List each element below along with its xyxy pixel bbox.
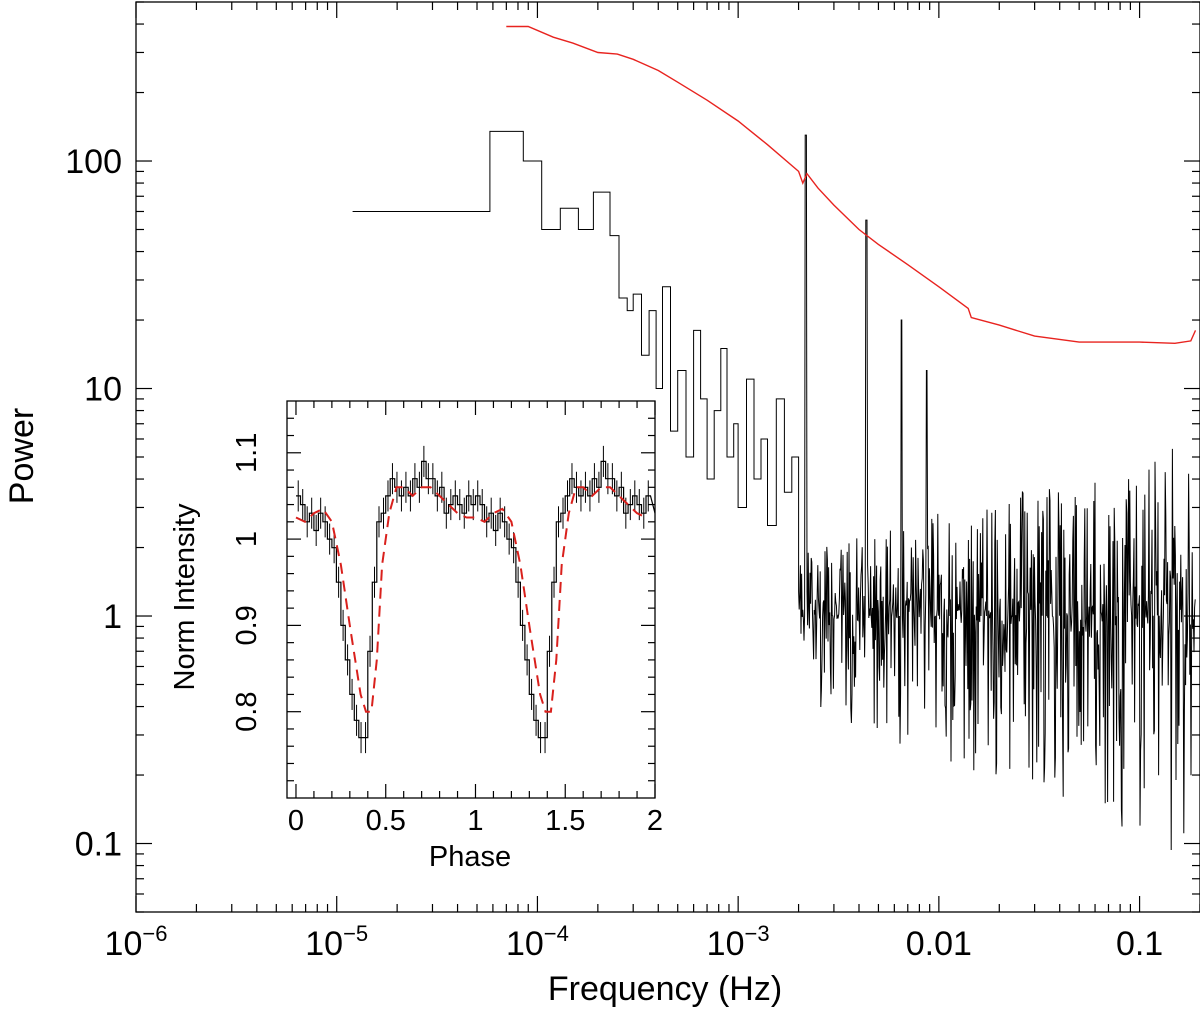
inset-x-tick-label: 1.5 (545, 805, 585, 837)
detection-threshold-line (506, 25, 1197, 345)
x-tick-label: 0.1 (1116, 925, 1163, 963)
inset-y-tick-label: 1.1 (231, 433, 263, 473)
inset-y-tick-label: 1 (231, 531, 263, 547)
inset-plot-frame (286, 400, 656, 799)
x-tick-label: 10−4 (506, 921, 569, 963)
y-tick-label: 10 (84, 371, 122, 409)
inset-y-tick-label: 0.9 (231, 605, 263, 645)
y-tick-label: 100 (65, 143, 122, 181)
x-tick-label: 10−6 (105, 921, 168, 963)
y-tick-label: 0.1 (75, 826, 122, 864)
inset-x-axis-label: Phase (429, 841, 511, 873)
pulse-model-fit-line (295, 486, 647, 713)
x-tick-label: 10−5 (305, 921, 368, 963)
inset-x-tick-label: 0.5 (366, 805, 406, 837)
inset-x-tick-label: 2 (647, 805, 663, 837)
inset-plot-background (287, 401, 655, 798)
main-plot-series (352, 25, 1197, 851)
x-tick-label: 10−3 (707, 921, 770, 963)
main-axis-ticks (135, 1, 1200, 913)
y-axis-label: Power (3, 408, 41, 504)
power-spectrum-line (352, 130, 1196, 851)
x-axis-label: Frequency (Hz) (548, 970, 782, 1008)
inset-y-axis-label: Norm Intensity (169, 503, 201, 690)
x-tick-label: 0.01 (906, 925, 972, 963)
inset-plot-series (295, 445, 656, 754)
inset-y-tick-label: 0.8 (231, 692, 263, 732)
inset-axis-tick-labels: 0 0.5 1 1.5 2 0.8 0.9 1 1.1 (231, 433, 663, 837)
pulse-profile-histogram (296, 460, 656, 739)
inset-axis-ticks (287, 401, 656, 798)
inset-x-tick-label: 1 (467, 805, 483, 837)
inset-x-tick-label: 0 (288, 805, 304, 837)
inset-pulse-profile-plot: 0 0.5 1 1.5 2 0.8 0.9 1 1.1 Phase Norm Intensity (169, 400, 663, 873)
y-tick-label: 1 (103, 598, 122, 636)
